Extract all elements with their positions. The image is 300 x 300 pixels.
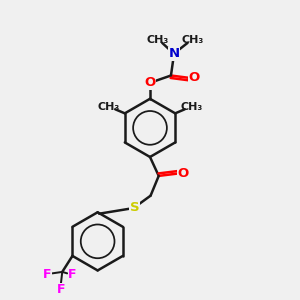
Text: N: N — [168, 47, 179, 60]
Text: F: F — [68, 268, 77, 281]
Text: O: O — [178, 167, 189, 180]
Text: F: F — [43, 268, 51, 281]
Text: S: S — [130, 201, 140, 214]
Text: CH₃: CH₃ — [180, 102, 202, 112]
Text: O: O — [189, 71, 200, 84]
Text: CH₃: CH₃ — [182, 35, 204, 45]
Text: O: O — [144, 76, 156, 89]
Text: CH₃: CH₃ — [147, 35, 169, 45]
Text: F: F — [56, 284, 65, 296]
Text: CH₃: CH₃ — [98, 102, 120, 112]
